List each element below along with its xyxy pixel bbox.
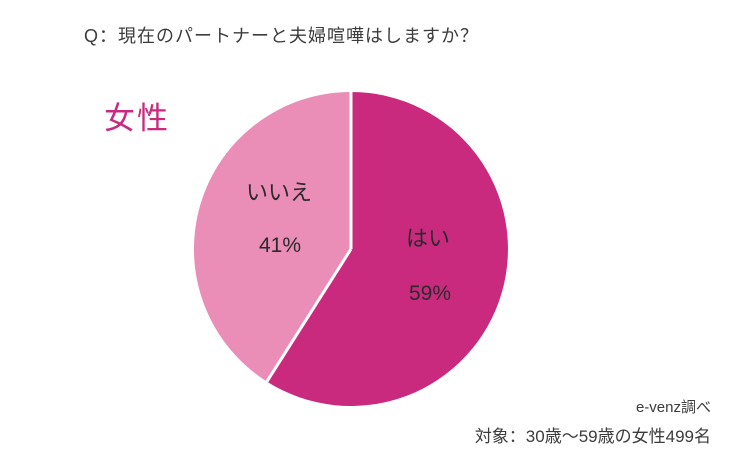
question-title: Q：現在のパートナーと夫婦喧嘩はしますか？: [84, 26, 479, 46]
slice-label-no: いいえ: [246, 180, 312, 205]
pie-chart: はい 59% いいえ 41%: [192, 90, 510, 408]
slice-value-no: 41%: [259, 234, 301, 257]
pie-svg: はい 59% いいえ 41%: [193, 91, 508, 406]
group-label: 女性: [104, 101, 170, 136]
slice-divider-bottom-left: [265, 248, 353, 383]
pie-slice-yes: [266, 92, 508, 406]
survey-sample: 対象：30歳〜59歳の女性499名: [474, 427, 711, 446]
survey-credit: e-venz調べ: [635, 399, 711, 416]
source-note: e-venz調べ 対象：30歳〜59歳の女性499名: [475, 396, 711, 447]
slice-label-yes: はい: [406, 226, 450, 251]
slice-value-yes: 59%: [409, 282, 451, 305]
